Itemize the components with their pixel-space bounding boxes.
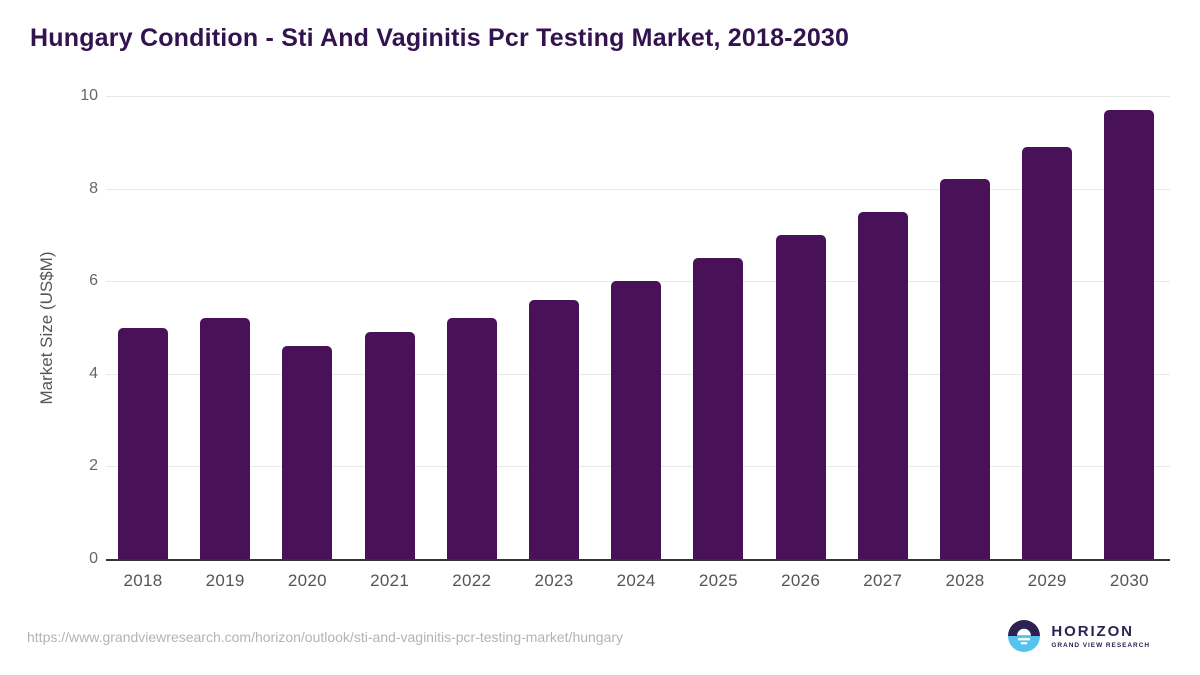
footer-source-url: https://www.grandviewresearch.com/horizo… [27,629,624,645]
horizon-logo: HORIZON GRAND VIEW RESEARCH [1008,620,1150,652]
bar-2019 [200,318,251,559]
horizon-logo-text: HORIZON GRAND VIEW RESEARCH [1051,624,1150,649]
horizon-logo-name: HORIZON [1051,622,1134,640]
y-tick-label-10: 10 [80,87,98,104]
bar-2023 [529,299,579,559]
x-tick-label-2023: 2023 [534,571,574,590]
bar-2021 [364,332,415,559]
y-axis-title: Market Size (US$M) [37,251,56,405]
x-tick-label-2021: 2021 [370,571,410,590]
x-tick-label-2020: 2020 [287,571,327,590]
x-tick-label-2022: 2022 [452,571,492,590]
bar-2026 [775,234,826,559]
x-tick-label-2025: 2025 [698,571,738,590]
x-tick-label-2030: 2030 [1109,571,1149,590]
y-tick-label-8: 8 [89,179,98,197]
x-tick-label-2027: 2027 [863,571,903,590]
bar-2027 [857,211,908,559]
x-tick-label-2029: 2029 [1027,571,1067,590]
bar-2025 [693,258,744,559]
horizon-logo-icon [1008,620,1041,652]
bar-2028 [940,179,990,559]
gridline-8 [106,188,1170,190]
gridline-10 [106,96,1170,97]
bar-2020 [282,346,333,559]
x-tick-label-2026: 2026 [781,571,821,590]
y-tick-label-0: 0 [89,550,98,567]
bar-2024 [611,281,662,559]
x-tick-label-2019: 2019 [205,571,245,590]
bar-2022 [446,318,497,559]
bar-2029 [1022,146,1073,559]
x-tick-label-2024: 2024 [616,571,656,590]
bar-2030 [1104,109,1155,559]
bar-2018 [118,327,168,559]
y-tick-label-2: 2 [89,457,98,475]
x-axis-labels: 2018 2019 2020 2021 2022 2023 2024 2025 2026 2027… [106,568,1170,598]
horizon-logo-subtitle: GRAND VIEW RESEARCH [1051,641,1150,649]
plot-area [106,96,1170,561]
x-tick-label-2018: 2018 [123,571,163,590]
page-title: Hungary Condition - Sti And Vaginitis Pc… [30,24,850,52]
x-tick-label-2028: 2028 [945,571,985,590]
